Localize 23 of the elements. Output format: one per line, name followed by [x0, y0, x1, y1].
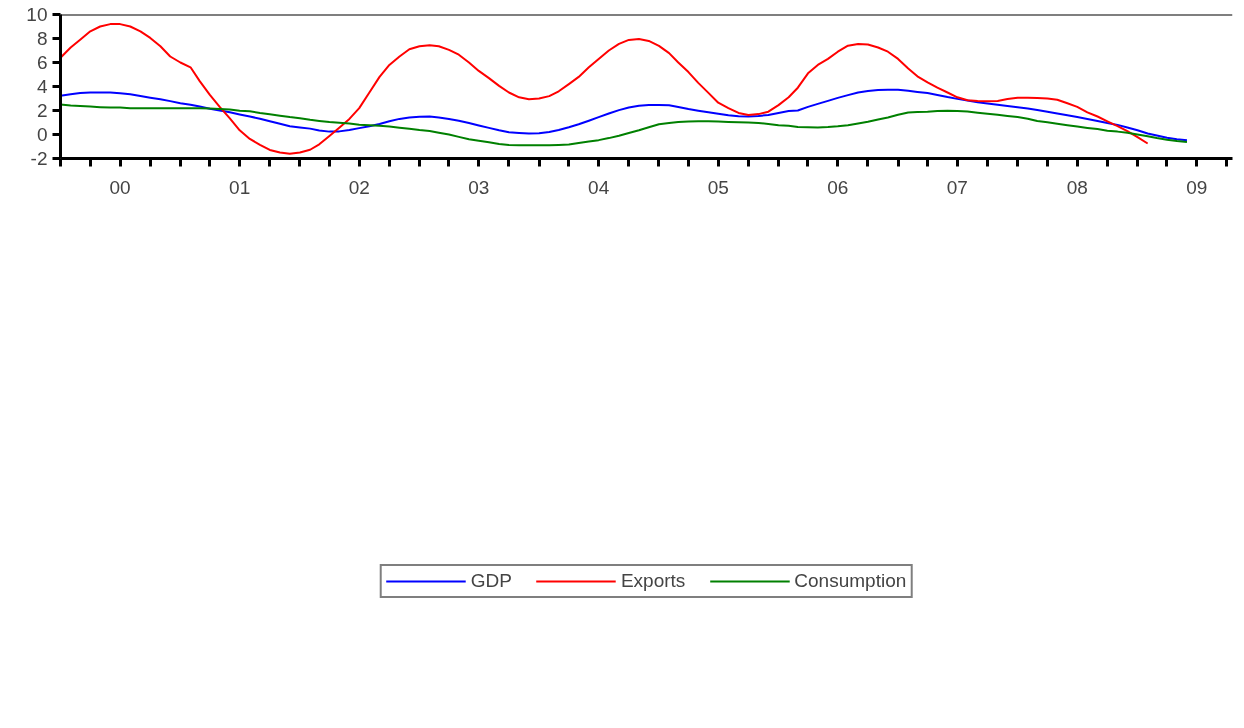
x-tick-label: 07	[946, 176, 968, 198]
y-tick-label: 0	[36, 124, 48, 145]
x-tick-label: 05	[707, 176, 729, 198]
x-tick-label: 00	[109, 176, 131, 198]
x-tick-label: 06	[827, 176, 849, 198]
line-series	[60, 103, 1188, 147]
x-tick-label: 04	[588, 176, 610, 198]
y-tick-label: 8	[36, 28, 48, 49]
y-tick-label: 6	[36, 52, 48, 73]
y-tick-label: 4	[36, 76, 48, 97]
x-tick-label: 01	[229, 176, 251, 198]
line-series	[60, 88, 1188, 142]
x-tick-label: 02	[348, 176, 370, 198]
x-tick-label: 08	[1066, 176, 1088, 198]
legend-label: GDP	[470, 569, 512, 592]
y-tick-label: 10	[26, 4, 48, 25]
line-series	[60, 23, 1149, 155]
y-tick-label: -2	[30, 148, 48, 169]
x-tick-label: 03	[468, 176, 490, 198]
legend-label: Exports	[620, 569, 686, 592]
legend-label: Consumption	[794, 569, 907, 592]
x-tick-label: 09	[1186, 176, 1208, 198]
y-tick-label: 2	[36, 100, 48, 121]
